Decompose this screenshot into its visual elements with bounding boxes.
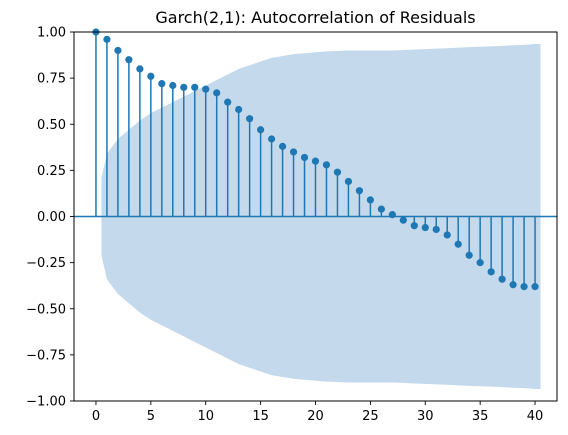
y-tick-label: 0.75 xyxy=(37,72,66,87)
x-tick-label: 40 xyxy=(527,409,544,424)
marker-layer xyxy=(92,28,539,291)
acf-point xyxy=(257,126,265,134)
acf-point xyxy=(136,65,144,73)
acf-point xyxy=(443,231,451,239)
acf-point xyxy=(421,223,429,232)
x-tick-label: 30 xyxy=(417,409,434,424)
x-tick-label: 0 xyxy=(92,409,100,424)
x-tick-label: 25 xyxy=(362,409,379,424)
acf-point xyxy=(278,142,287,150)
y-tick-label: 0.50 xyxy=(37,118,66,133)
acf-point xyxy=(498,275,506,283)
acf-point xyxy=(322,161,331,169)
acf-point xyxy=(158,80,166,88)
acf-point xyxy=(289,148,298,156)
x-tick-label: 5 xyxy=(147,409,155,424)
y-tick-label: 1.00 xyxy=(37,26,66,41)
acf-point xyxy=(487,268,495,276)
x-tick-label: 15 xyxy=(252,409,269,424)
acf-point xyxy=(311,157,320,165)
y-tick-label: 0.25 xyxy=(37,164,66,179)
acf-point xyxy=(476,259,484,267)
acf-point xyxy=(103,35,111,43)
acf-point xyxy=(235,105,243,114)
acf-point xyxy=(377,205,385,213)
y-tick-label: −0.50 xyxy=(26,302,66,317)
acf-point xyxy=(246,115,254,123)
acf-point xyxy=(509,281,517,289)
acf-point xyxy=(213,89,221,97)
acf-point xyxy=(224,98,232,106)
x-tick-label: 20 xyxy=(307,409,324,424)
acf-point xyxy=(355,187,364,195)
acf-point xyxy=(267,135,276,143)
acf-point xyxy=(333,168,342,176)
acf-point xyxy=(366,196,374,204)
acf-point xyxy=(180,83,188,91)
y-axis: −1.00 −0.75 −0.50 −0.25 0.00 0.25 0.50 0.75 1.00 xyxy=(26,26,74,410)
acf-point xyxy=(191,83,199,91)
x-tick-label: 35 xyxy=(472,409,489,424)
x-tick-label: 10 xyxy=(197,409,214,424)
acf-point xyxy=(388,211,396,219)
acf-point xyxy=(202,85,210,93)
acf-point xyxy=(300,153,309,162)
y-tick-label: 0.00 xyxy=(37,210,66,225)
acf-point xyxy=(520,283,528,291)
acf-point xyxy=(147,72,155,80)
y-tick-label: −0.25 xyxy=(26,256,66,271)
chart-title: Garch(2,1): Autocorrelation of Residuals xyxy=(155,8,475,27)
acf-point xyxy=(531,283,539,291)
acf-point xyxy=(169,81,177,90)
stem-layer xyxy=(95,32,536,287)
acf-point xyxy=(114,46,122,55)
x-axis: 0 5 10 15 20 25 30 35 40 xyxy=(92,401,544,424)
acf-point xyxy=(465,251,473,259)
acf-point xyxy=(410,222,418,230)
acf-point xyxy=(432,225,440,234)
y-tick-label: −1.00 xyxy=(26,395,66,410)
acf-point xyxy=(454,240,462,248)
acf-point xyxy=(399,216,407,224)
acf-point xyxy=(344,177,353,186)
acf-point xyxy=(125,56,133,64)
y-tick-label: −0.75 xyxy=(26,348,66,363)
